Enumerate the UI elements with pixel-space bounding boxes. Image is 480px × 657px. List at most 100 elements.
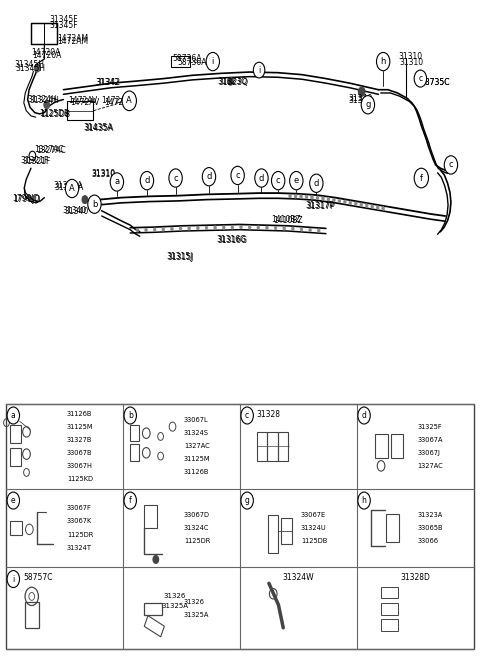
Text: c: c — [245, 411, 249, 420]
Text: d: d — [144, 176, 150, 185]
Circle shape — [309, 228, 312, 232]
Circle shape — [228, 78, 233, 85]
Text: 33067B: 33067B — [67, 450, 93, 456]
Text: 1410BZ: 1410BZ — [274, 216, 303, 225]
Text: 1327AC: 1327AC — [184, 443, 210, 449]
Circle shape — [7, 570, 20, 587]
Text: 31324W: 31324W — [283, 574, 314, 582]
Bar — [24, 602, 39, 628]
Bar — [171, 57, 190, 67]
Text: h: h — [381, 57, 386, 66]
Text: 31310: 31310 — [91, 169, 115, 178]
Bar — [130, 424, 139, 441]
Text: 31326: 31326 — [184, 599, 205, 604]
Text: 33067F: 33067F — [67, 505, 92, 511]
Text: 58736A: 58736A — [172, 55, 202, 64]
Text: 31340: 31340 — [349, 97, 373, 105]
Text: 31323A: 31323A — [418, 512, 443, 518]
Text: 31125M: 31125M — [67, 424, 94, 430]
Circle shape — [376, 206, 379, 210]
Text: 1472AM: 1472AM — [58, 37, 89, 47]
Bar — [268, 515, 277, 553]
Circle shape — [169, 169, 182, 187]
Circle shape — [65, 179, 79, 198]
Bar — [381, 587, 398, 599]
Bar — [10, 447, 21, 466]
Text: b: b — [128, 411, 132, 420]
Bar — [381, 620, 398, 631]
Bar — [6, 404, 474, 649]
Circle shape — [333, 198, 336, 202]
Text: i: i — [212, 57, 214, 66]
Text: 58735C: 58735C — [420, 78, 450, 87]
Circle shape — [310, 174, 323, 193]
Circle shape — [257, 225, 260, 229]
Circle shape — [300, 227, 303, 231]
Circle shape — [214, 226, 216, 230]
Bar — [144, 616, 164, 637]
Text: 31316G: 31316G — [216, 235, 246, 244]
Text: d: d — [206, 172, 212, 181]
Circle shape — [300, 194, 302, 198]
Bar — [281, 518, 292, 545]
Text: b: b — [92, 200, 97, 209]
Circle shape — [371, 204, 373, 208]
Text: 31310: 31310 — [398, 53, 422, 62]
Bar — [10, 424, 21, 443]
Circle shape — [241, 407, 253, 424]
Text: 1327AC: 1327AC — [36, 146, 65, 155]
Text: 31316G: 31316G — [217, 236, 248, 244]
Text: 31340: 31340 — [349, 94, 373, 102]
Text: 31345F: 31345F — [49, 21, 78, 30]
Bar — [277, 432, 288, 461]
Text: 31342: 31342 — [96, 78, 120, 87]
Circle shape — [349, 201, 352, 205]
Text: e: e — [294, 176, 299, 185]
Text: i: i — [258, 66, 260, 75]
Circle shape — [240, 225, 242, 229]
Text: 1125DR: 1125DR — [184, 538, 210, 544]
Circle shape — [7, 407, 20, 424]
Text: g: g — [245, 496, 250, 505]
Text: 33067H: 33067H — [67, 463, 93, 469]
Text: 1472AV: 1472AV — [102, 97, 131, 105]
Circle shape — [317, 229, 320, 233]
Text: 1799JD: 1799JD — [13, 195, 41, 204]
Circle shape — [358, 407, 370, 424]
Text: 31326: 31326 — [163, 593, 186, 599]
Text: 31324S: 31324S — [184, 430, 209, 436]
Text: 31324H: 31324H — [28, 95, 58, 104]
Circle shape — [196, 226, 199, 230]
Circle shape — [248, 225, 251, 229]
Circle shape — [316, 196, 319, 200]
Text: 31345H: 31345H — [15, 60, 45, 70]
Circle shape — [124, 492, 136, 509]
Text: 31125M: 31125M — [184, 457, 210, 463]
Text: 31126B: 31126B — [67, 411, 92, 417]
Circle shape — [206, 53, 219, 71]
Text: 1125DB: 1125DB — [301, 538, 327, 544]
Circle shape — [343, 200, 346, 204]
Text: c: c — [276, 176, 280, 185]
Text: 1472AV: 1472AV — [104, 99, 133, 107]
Text: 31324U: 31324U — [301, 525, 326, 531]
Text: h: h — [361, 496, 367, 505]
Text: 58735C: 58735C — [420, 78, 450, 87]
Text: 31323Q: 31323Q — [217, 78, 248, 86]
Text: 31324T: 31324T — [67, 545, 92, 551]
Bar — [256, 432, 267, 461]
Text: a: a — [114, 177, 120, 187]
Circle shape — [202, 168, 216, 186]
Circle shape — [291, 227, 294, 231]
Text: 1327AC: 1327AC — [34, 145, 63, 154]
Circle shape — [222, 225, 225, 229]
Text: 31301A: 31301A — [53, 181, 82, 191]
Circle shape — [338, 199, 341, 203]
Text: 31324C: 31324C — [184, 525, 209, 531]
Circle shape — [294, 194, 297, 198]
Text: i: i — [12, 575, 14, 583]
Text: 31345H: 31345H — [16, 64, 46, 73]
Circle shape — [110, 173, 123, 191]
Circle shape — [136, 228, 139, 232]
Circle shape — [382, 206, 384, 210]
